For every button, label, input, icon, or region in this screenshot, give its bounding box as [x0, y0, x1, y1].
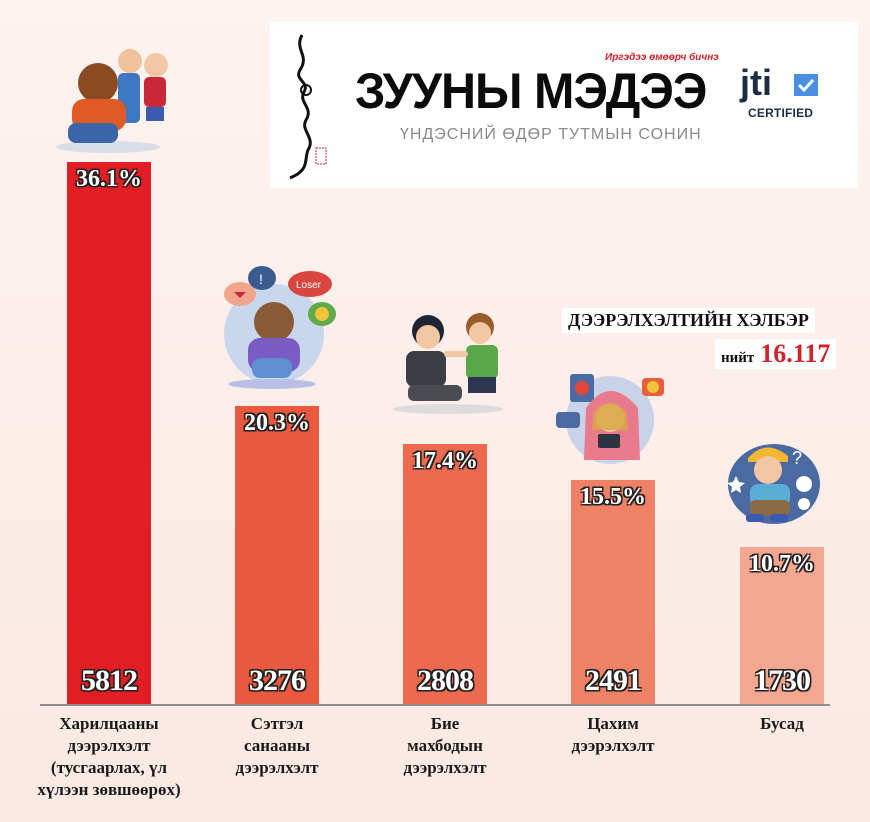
svg-text:?: ?	[792, 448, 802, 468]
certified-label: CERTIFIED	[748, 106, 814, 120]
bar-percentage: 17.4%	[412, 448, 478, 474]
category-label: Сэтгэл санааны дээрэлхэлт	[235, 714, 319, 777]
emotional-bullying-girl-illustration: ! Loser	[200, 262, 340, 392]
total-row: нийт 16.117	[715, 339, 837, 369]
bar-count: 2491	[585, 664, 642, 697]
bar-percentage: 10.7%	[749, 551, 815, 577]
bar-count: 1730	[754, 664, 811, 697]
bar-relational-bullying: 36.1% 5812	[67, 162, 151, 704]
newspaper-subtitle: ҮНДЭСНИЙ ӨДӨР ТУТМЫН СОНИН	[400, 126, 702, 143]
svg-text:!: !	[259, 271, 263, 287]
bar-emotional-bullying: 20.3% 3276	[235, 406, 319, 704]
sad-boy-cap-illustration: ?	[722, 438, 822, 530]
mongolian-script-logo-icon	[289, 34, 327, 180]
chart-title: ДЭЭРЭЛХЭЛТИЙН ХЭЛБЭР	[562, 308, 815, 333]
category-label: Цахим дээрэлхэлт	[571, 714, 655, 755]
bar-count: 2808	[417, 664, 474, 697]
physical-bullying-boys-illustration	[388, 305, 518, 425]
cyberbullying-girl-phone-illustration	[550, 368, 670, 468]
category-label: Бие махбодын дээрэлхэлт	[403, 714, 487, 777]
bar-physical-bullying: 17.4% 2808	[403, 444, 487, 704]
x-axis-line	[40, 704, 830, 706]
jti-wordmark: jti	[740, 62, 772, 103]
category-label: Бусад	[760, 714, 804, 733]
bar-other: 10.7% 1730	[740, 547, 824, 704]
bar-percentage: 15.5%	[580, 484, 646, 510]
total-value: 16.117	[760, 339, 831, 368]
newspaper-title: ЗУУНЫ МЭДЭЭ	[355, 63, 707, 119]
svg-text:Loser: Loser	[296, 280, 322, 291]
bar-count: 3276	[249, 664, 306, 697]
checkmark-icon	[794, 74, 818, 96]
bar-percentage: 36.1%	[76, 166, 142, 192]
newspaper-masthead: Иргэдээ өмөөрч бичнэ ЗУУНЫ МЭДЭЭ ҮНДЭСНИ…	[270, 22, 858, 188]
isolated-child-illustration	[48, 35, 188, 155]
category-label: Харилцааны дээрэлхэлт (тусгаарлах, үл хү…	[37, 714, 181, 799]
bar-cyber-bullying: 15.5% 2491	[571, 480, 655, 704]
total-label: нийт	[721, 350, 755, 366]
slogan: Иргэдээ өмөөрч бичнэ	[605, 52, 719, 63]
jti-certified-badge: jti CERTIFIED	[740, 62, 830, 128]
bar-percentage: 20.3%	[244, 410, 310, 436]
bar-count: 5812	[81, 664, 138, 697]
